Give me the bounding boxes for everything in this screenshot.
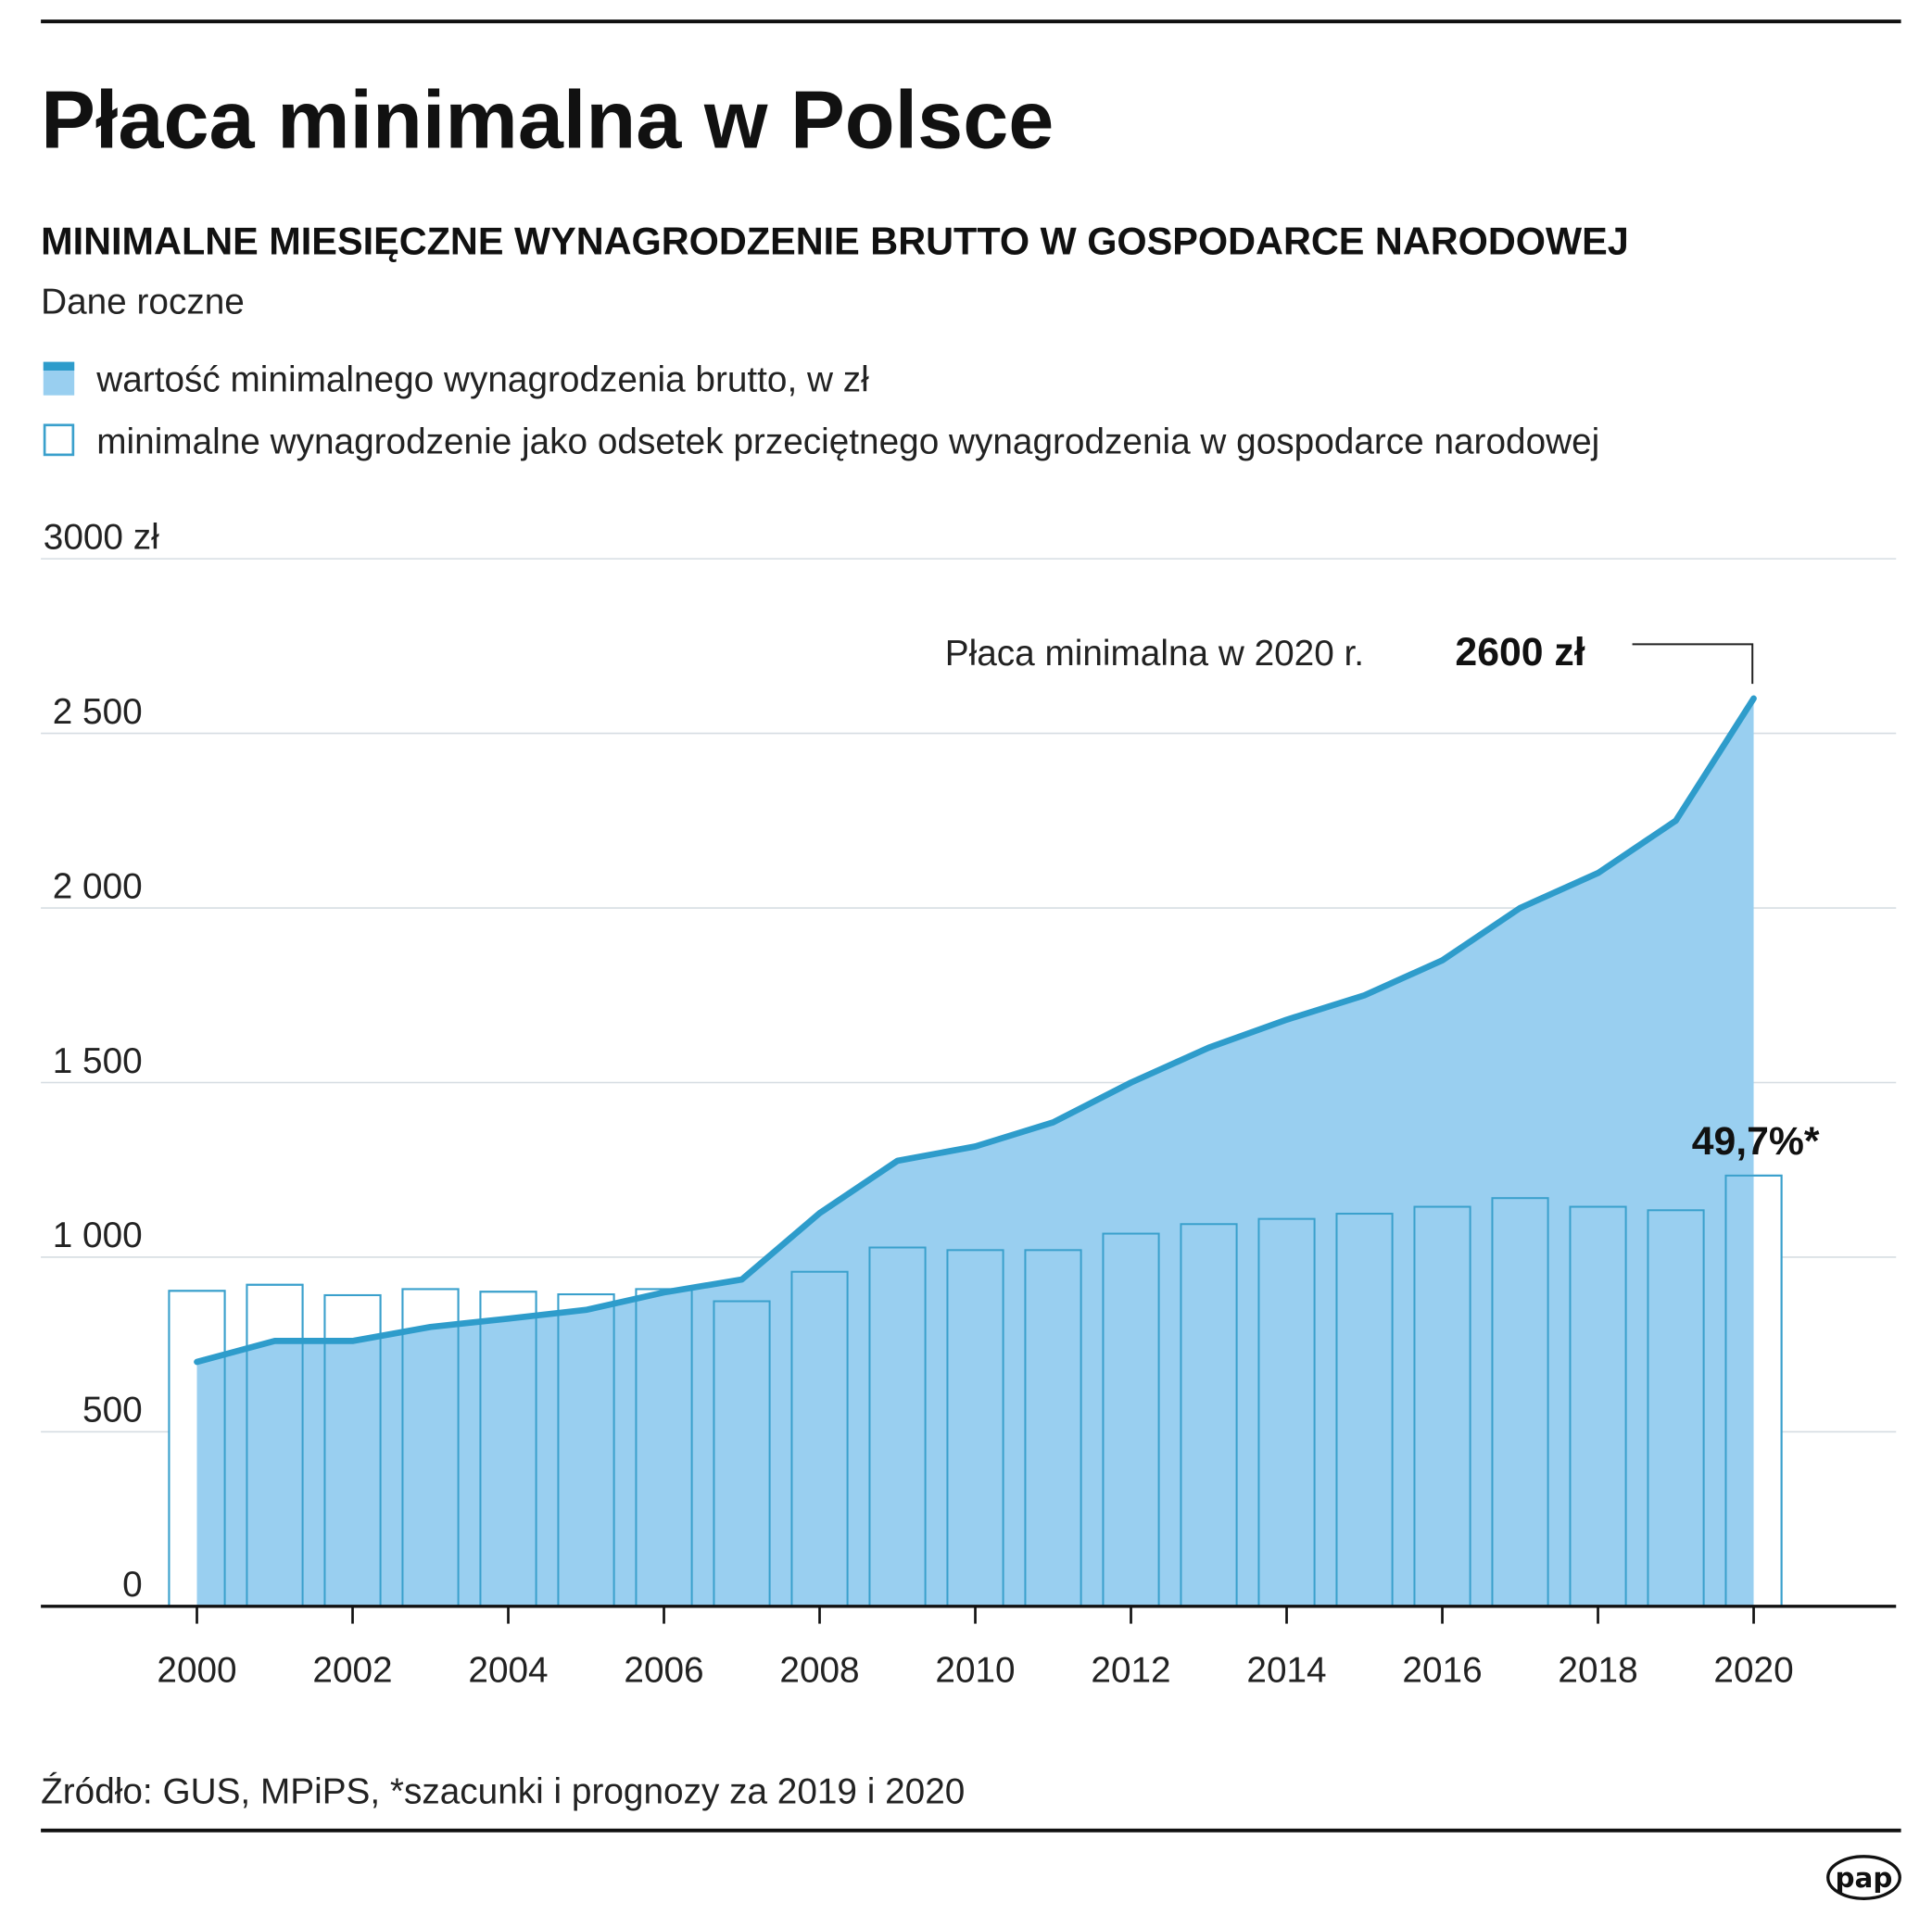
chart-subtitle: MINIMALNE MIESIĘCZNE WYNAGRODZENIE BRUTT…	[41, 219, 1629, 262]
annotation-text: Płaca minimalna w 2020 r.	[945, 634, 1364, 674]
y-tick-label: 1 000	[53, 1216, 143, 1255]
x-tick-label: 2018	[1558, 1650, 1637, 1690]
outlined-bar-swatch-icon	[43, 423, 75, 457]
annotation-leader-line	[1632, 643, 1754, 685]
x-tick-label: 2004	[468, 1650, 548, 1690]
x-tick-label: 2008	[779, 1650, 859, 1690]
x-tick-label: 2000	[157, 1650, 236, 1690]
x-tick-label: 2012	[1091, 1650, 1170, 1690]
chart-title: Płaca minimalna w Polsce	[41, 73, 1054, 165]
source-note: Źródło: GUS, MPiPS, *szacunki i prognozy…	[41, 1771, 965, 1811]
area-fill	[196, 698, 1754, 1606]
axes: 0 500 1 000 1 500 2 000 2 500 3000 zł 2000 2002 2…	[41, 517, 1897, 1690]
x-tick-label: 2006	[624, 1650, 703, 1690]
area-series	[168, 695, 1783, 1607]
x-tick-label: 2016	[1402, 1650, 1482, 1690]
x-tick-label: 2002	[312, 1650, 392, 1690]
y-tick-label: 3000 zł	[44, 517, 159, 557]
legend-item-area: wartość minimalnego wynagrodzenia brutto…	[43, 360, 869, 400]
bar-label-2020: 49,7%*	[1692, 1119, 1820, 1164]
y-tick-label: 500	[82, 1391, 143, 1430]
annotation-value: 2600 zł	[1455, 630, 1585, 674]
series-line	[194, 695, 1757, 1366]
legend: wartość minimalnego wynagrodzenia brutto…	[43, 360, 1599, 462]
pap-logo: pap	[1826, 1855, 1901, 1900]
data-note: Dane roczne	[41, 283, 245, 322]
svg-text:pap: pap	[1836, 1862, 1893, 1894]
x-tick-label: 2020	[1713, 1650, 1793, 1690]
legend-label: wartość minimalnego wynagrodzenia brutto…	[95, 360, 869, 400]
annotation-2020: Płaca minimalna w 2020 r. 2600 zł	[945, 630, 1754, 685]
y-tick-label: 2 000	[53, 866, 143, 906]
y-tick-label: 2 500	[53, 692, 143, 732]
x-tick-label: 2010	[935, 1650, 1015, 1690]
y-tick-label: 1 500	[53, 1041, 143, 1081]
y-tick-label: 0	[122, 1565, 143, 1605]
legend-label: minimalne wynagrodzenie jako odsetek prz…	[96, 422, 1599, 462]
x-tick-label: 2014	[1246, 1650, 1326, 1690]
legend-item-bar: minimalne wynagrodzenie jako odsetek prz…	[43, 422, 1599, 462]
